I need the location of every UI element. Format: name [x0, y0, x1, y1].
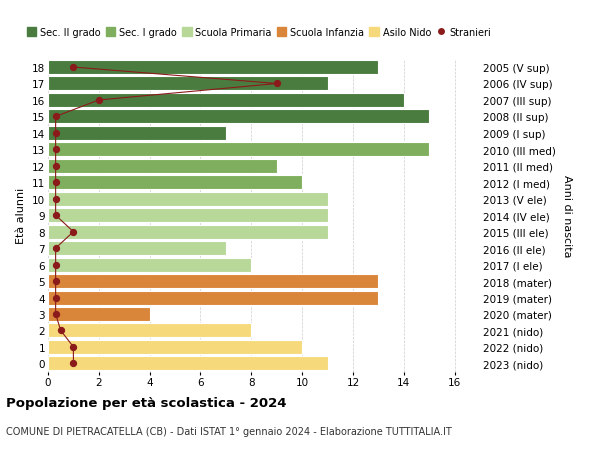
Bar — [48, 340, 302, 354]
Point — [272, 81, 281, 88]
Point — [68, 360, 78, 367]
Point — [68, 229, 78, 236]
Legend: Sec. II grado, Sec. I grado, Scuola Primaria, Scuola Infanzia, Asilo Nido, Stran: Sec. II grado, Sec. I grado, Scuola Prim… — [23, 24, 495, 42]
Bar — [48, 274, 379, 288]
Bar — [48, 110, 429, 124]
Bar — [48, 77, 328, 91]
Y-axis label: Anni di nascita: Anni di nascita — [562, 174, 572, 257]
Point — [51, 311, 61, 318]
Point — [51, 113, 61, 121]
Point — [51, 278, 61, 285]
Point — [68, 343, 78, 351]
Bar — [48, 94, 404, 108]
Bar — [48, 61, 379, 75]
Bar — [48, 258, 251, 272]
Bar — [48, 357, 328, 370]
Point — [68, 64, 78, 72]
Y-axis label: Età alunni: Età alunni — [16, 188, 26, 244]
Bar — [48, 127, 226, 140]
Bar — [48, 291, 379, 305]
Bar — [48, 192, 328, 206]
Point — [51, 196, 61, 203]
Point — [51, 163, 61, 170]
Point — [56, 327, 65, 335]
Bar — [48, 324, 251, 338]
Point — [51, 130, 61, 137]
Text: Popolazione per età scolastica - 2024: Popolazione per età scolastica - 2024 — [6, 396, 287, 409]
Point — [51, 146, 61, 154]
Point — [51, 179, 61, 186]
Point — [51, 261, 61, 269]
Bar — [48, 176, 302, 190]
Point — [51, 294, 61, 302]
Point — [94, 97, 104, 104]
Bar — [48, 159, 277, 174]
Bar — [48, 241, 226, 256]
Point — [51, 245, 61, 252]
Bar — [48, 143, 429, 157]
Bar — [48, 209, 328, 223]
Point — [51, 212, 61, 219]
Text: COMUNE DI PIETRACATELLA (CB) - Dati ISTAT 1° gennaio 2024 - Elaborazione TUTTITA: COMUNE DI PIETRACATELLA (CB) - Dati ISTA… — [6, 426, 452, 436]
Bar — [48, 308, 149, 321]
Bar — [48, 225, 328, 239]
